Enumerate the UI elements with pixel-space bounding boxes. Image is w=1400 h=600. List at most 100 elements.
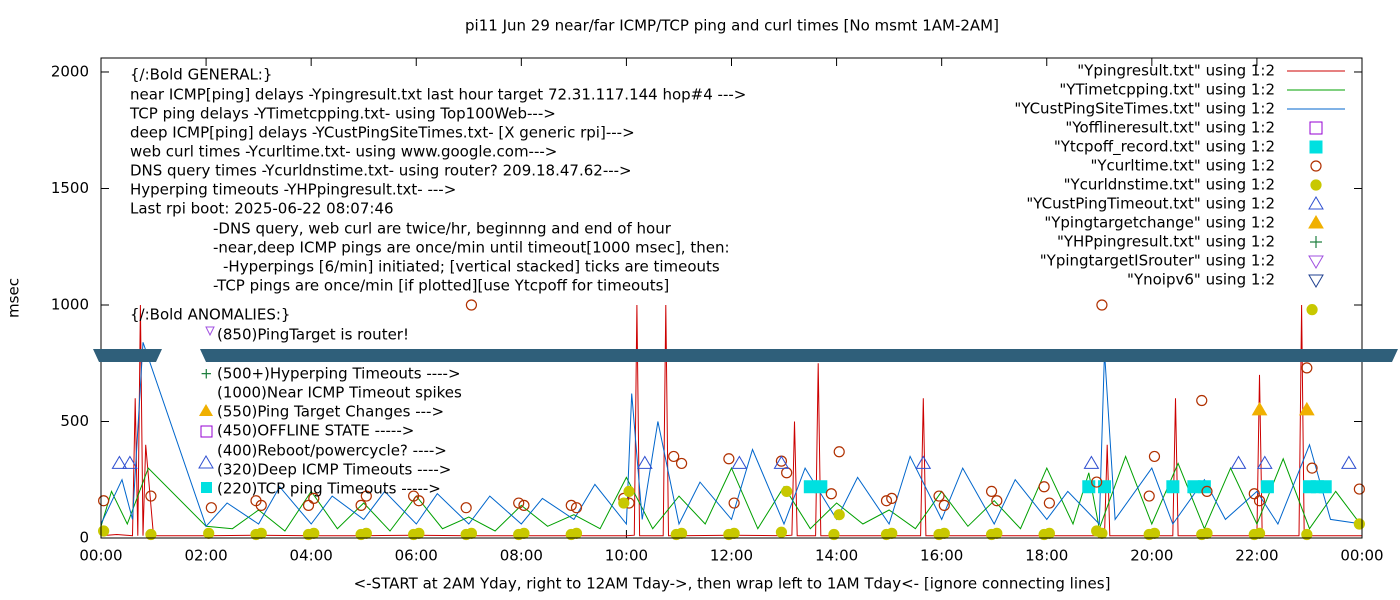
annotation: (220)TCP ping Timeouts -----> <box>217 480 441 498</box>
y-tick-label: 0 <box>79 529 89 547</box>
point <box>1318 480 1332 494</box>
point <box>828 528 840 541</box>
point <box>938 499 950 511</box>
series-line <box>100 454 1363 532</box>
legend-label: "Ytcpoff_record.txt" using 1:2 <box>1054 138 1275 157</box>
point <box>111 455 128 469</box>
plot-border <box>100 57 1363 539</box>
point <box>518 499 530 511</box>
band <box>93 349 162 362</box>
x-tick-label: 08:00 <box>500 547 543 565</box>
point <box>1310 179 1322 191</box>
legend-label: "Ynoipv6" using 1:2 <box>1127 271 1275 289</box>
point <box>413 527 425 539</box>
point <box>145 490 157 502</box>
series-line <box>100 342 1363 528</box>
series-line <box>100 304 1362 537</box>
x-tick-label: 06:00 <box>395 547 438 565</box>
point <box>1353 518 1365 530</box>
point <box>1148 450 1161 463</box>
point <box>728 497 740 509</box>
annotation: Hyperping timeouts -YHPpingresult.txt- -… <box>130 181 456 199</box>
annotation-icon <box>199 404 213 416</box>
annotation: (550)Ping Target Changes ---> <box>217 403 444 421</box>
point <box>1196 394 1208 407</box>
point <box>355 499 367 511</box>
point <box>518 527 530 539</box>
point <box>255 527 267 539</box>
x-tick-label: 16:00 <box>920 547 963 565</box>
point <box>1096 527 1108 539</box>
point <box>985 485 998 497</box>
point <box>775 526 788 538</box>
point <box>308 492 320 504</box>
x-axis-label: <-START at 2AM Yday, right to 12AM Tday-… <box>354 575 1111 593</box>
point <box>933 490 945 502</box>
annotation-icon <box>201 482 212 493</box>
point <box>145 528 157 541</box>
point <box>814 480 828 494</box>
y-tick-label: 2000 <box>51 62 89 80</box>
legend-label: "YTimetcpping.txt" using 1:2 <box>1059 81 1275 99</box>
point <box>1043 497 1055 509</box>
annotation: Last rpi boot: 2025-06-22 08:07:46 <box>130 200 394 218</box>
point <box>781 485 793 497</box>
point <box>1091 476 1103 488</box>
legend-label: "Ypingresult.txt" using 1:2 <box>1077 62 1275 80</box>
point <box>1260 480 1274 494</box>
point <box>1340 455 1357 469</box>
point <box>618 497 630 509</box>
annotation: (500+)Hyperping Timeouts ----> <box>217 365 461 383</box>
point <box>465 299 478 311</box>
point <box>1310 236 1322 248</box>
annotation: TCP ping delays -YTimetcpping.txt- using… <box>129 105 556 123</box>
point <box>833 509 845 521</box>
point <box>302 499 315 511</box>
annotation: web curl times -Ycurltime.txt- using www… <box>130 143 557 161</box>
point <box>1201 485 1213 497</box>
chart-title: pi11 Jun 29 near/far ICMP/TCP ping and c… <box>465 17 999 35</box>
point <box>938 527 950 539</box>
point <box>98 525 110 537</box>
point <box>1353 483 1365 495</box>
point <box>1251 401 1268 416</box>
point <box>565 499 577 511</box>
point <box>1098 480 1112 494</box>
point <box>675 527 688 539</box>
x-tick-label: 20:00 <box>1130 547 1173 565</box>
annotation: deep ICMP[ping] delays -YCustPingSiteTim… <box>130 124 635 142</box>
point <box>833 446 845 458</box>
legend-label: "YCustPingSiteTimes.txt" using 1:2 <box>1014 100 1275 118</box>
point <box>1306 462 1318 474</box>
annotation: (1000)Near ICMP Timeout spikes <box>217 384 462 402</box>
annotation-icon <box>198 455 214 469</box>
point <box>1096 299 1108 311</box>
point <box>360 490 372 502</box>
point <box>1308 274 1324 288</box>
point <box>413 495 425 507</box>
annotation: {/:Bold ANOMALIES:} <box>130 306 290 324</box>
point <box>1301 362 1313 374</box>
legend-label: "YCustPingTimeout.txt" using 1:2 <box>1026 195 1275 213</box>
point <box>1309 121 1323 135</box>
legend-label: "YHPpingresult.txt" using 1:2 <box>1057 233 1275 251</box>
point <box>886 527 898 539</box>
x-tick-label: 00:00 <box>1340 547 1383 565</box>
point <box>1038 481 1050 493</box>
point <box>675 457 688 470</box>
annotation: (850)PingTarget is router! <box>217 326 409 344</box>
point <box>1148 527 1161 539</box>
x-tick-label: 14:00 <box>815 547 858 565</box>
point <box>915 455 932 469</box>
point <box>1310 160 1322 172</box>
point <box>1256 455 1273 469</box>
annotation-icon <box>205 326 215 337</box>
point <box>308 527 320 539</box>
x-tick-label: 10:00 <box>605 547 648 565</box>
point <box>1230 455 1247 469</box>
point <box>1143 490 1155 502</box>
annotation: -Hyperpings [6/min] initiated; [vertical… <box>223 258 720 276</box>
point <box>825 488 837 500</box>
point <box>205 502 217 514</box>
